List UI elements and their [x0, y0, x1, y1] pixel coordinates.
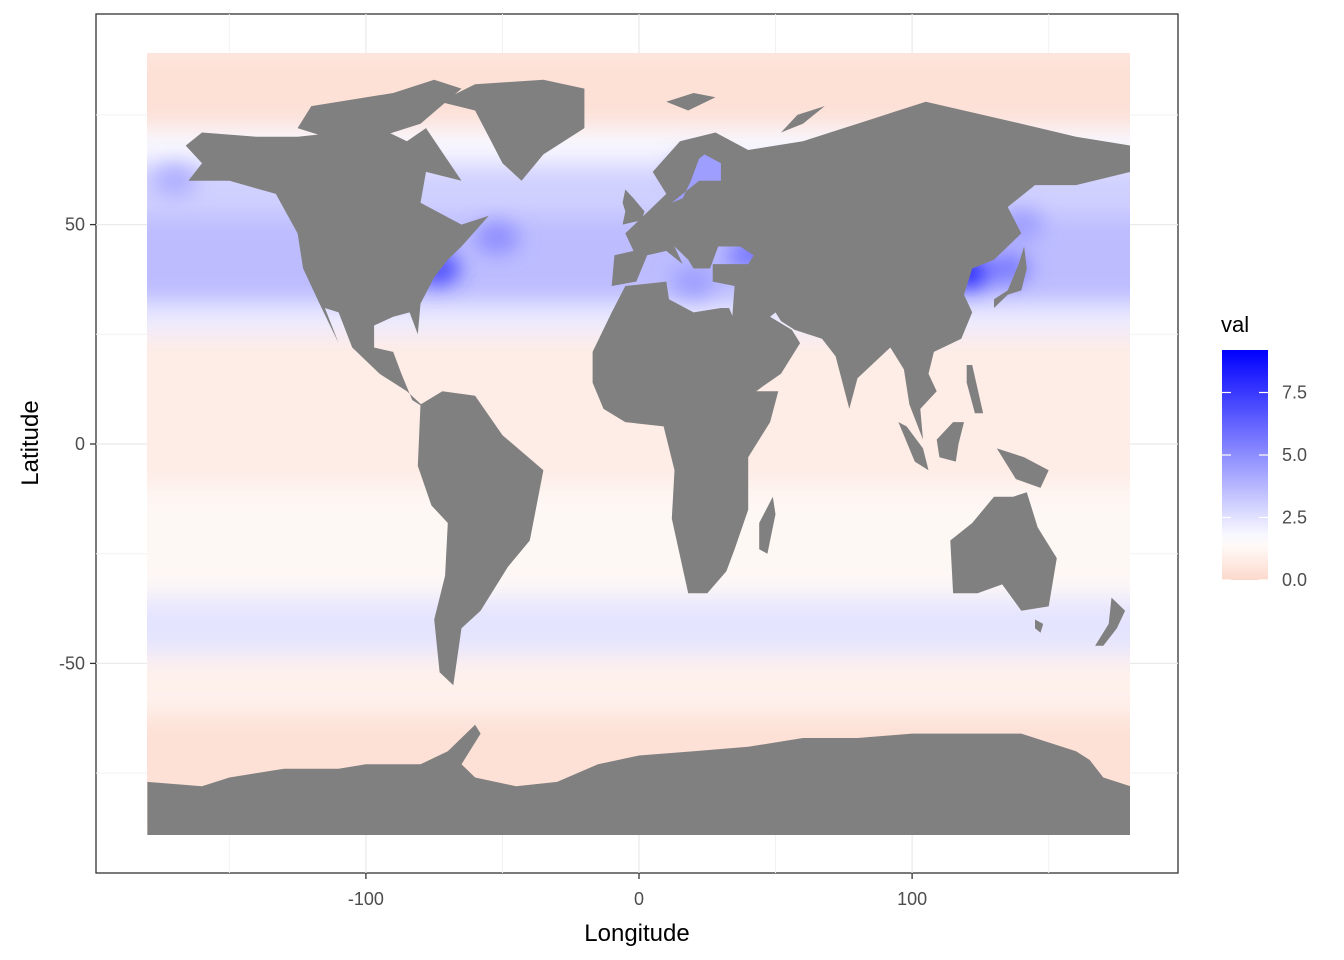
ocean-band — [147, 654, 1130, 717]
land-new-guinea — [996, 448, 1049, 488]
land-tasmania — [1035, 619, 1044, 633]
land-mask — [147, 79, 1130, 835]
legend-tick-label: 5.0 — [1282, 445, 1307, 465]
x-axis-title: Longitude — [584, 920, 689, 947]
land-greenland — [439, 79, 585, 181]
y-tick-label: 0 — [75, 434, 85, 454]
land-novaya-zemlya — [781, 106, 825, 133]
ocean-band — [147, 57, 1130, 129]
land-eurasia — [611, 101, 1130, 440]
y-axis-title: Latitude — [17, 400, 44, 485]
hotspot — [474, 221, 519, 254]
land-africa — [592, 281, 779, 594]
y-tick-label: 50 — [65, 215, 85, 235]
x-tick-label: -100 — [348, 889, 384, 909]
legend-tick-label: 7.5 — [1282, 383, 1307, 403]
land-new-zealand — [1095, 597, 1126, 646]
y-axis: -50 0 50 — [59, 215, 96, 673]
land-philippines — [966, 365, 984, 414]
legend-title: val — [1221, 312, 1249, 337]
hotspot — [152, 164, 197, 197]
land-south-america — [417, 391, 544, 686]
land-sumatra — [898, 422, 929, 471]
land-australia — [950, 492, 1057, 611]
land-madagascar — [759, 496, 776, 554]
legend-colorbar — [1222, 350, 1268, 580]
legend-tick-label: 0.0 — [1282, 570, 1307, 590]
x-axis: -100 0 100 — [348, 873, 927, 909]
ocean-band — [147, 597, 1130, 655]
land-svalbard — [666, 93, 716, 111]
land-arctic-islands — [297, 79, 462, 137]
land-britain — [622, 189, 645, 225]
land-antarctica — [147, 724, 1130, 835]
land-scandinavia-gap — [671, 154, 721, 203]
map-area — [147, 53, 1130, 835]
legend: val 0.0 2.5 5.0 7.5 — [1221, 312, 1307, 590]
hotspot — [671, 265, 716, 298]
legend-ticks: 0.0 2.5 5.0 7.5 — [1222, 383, 1307, 590]
x-tick-label: 0 — [634, 889, 644, 909]
x-tick-label: 100 — [897, 889, 927, 909]
y-tick-label: -50 — [59, 653, 85, 673]
legend-tick-label: 2.5 — [1282, 508, 1307, 528]
land-borneo — [936, 422, 964, 462]
land-north-america — [185, 128, 489, 409]
land-japan — [994, 246, 1027, 308]
